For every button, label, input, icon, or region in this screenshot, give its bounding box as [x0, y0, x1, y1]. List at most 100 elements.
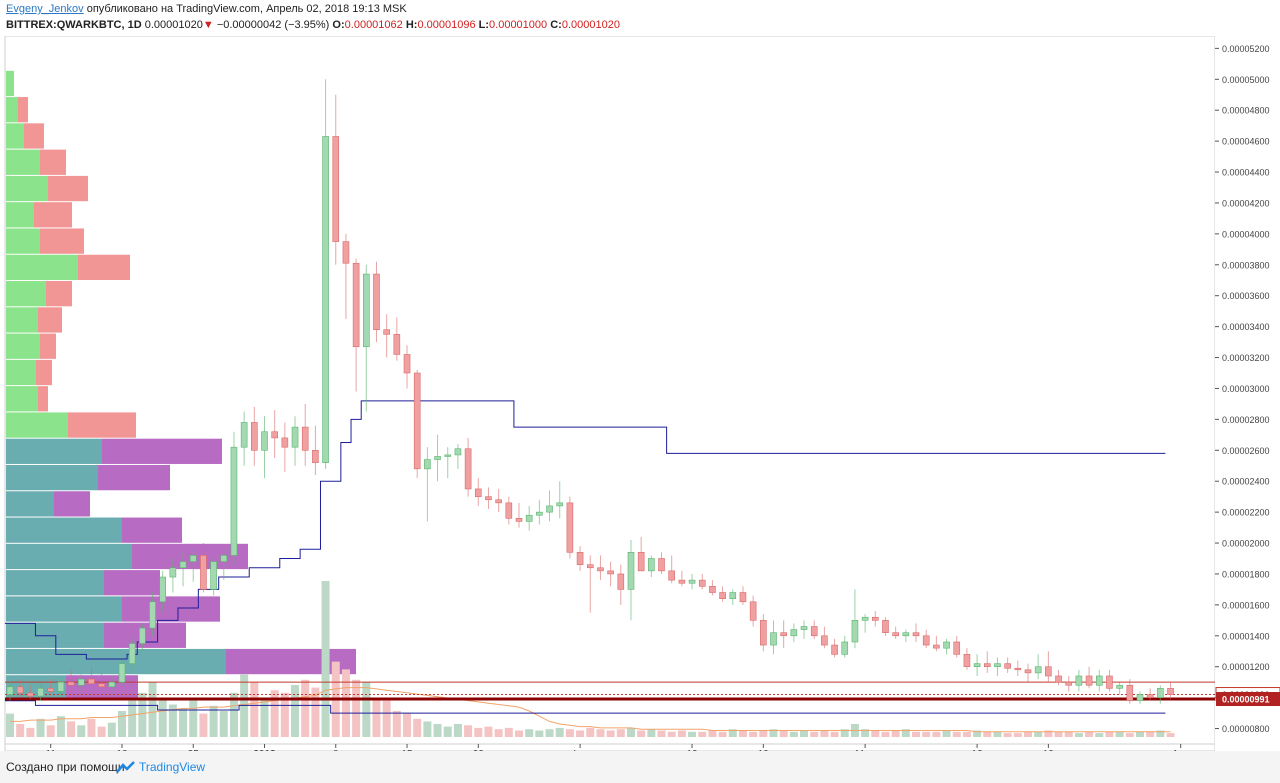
price-axis[interactable] [1215, 36, 1280, 751]
volume-bar [433, 724, 442, 737]
candle-body [770, 632, 777, 646]
candle-body [383, 329, 390, 335]
channel-step-line [4, 400, 1166, 660]
y-tick-label: 0.00003200 [1222, 353, 1270, 363]
candle [922, 629, 930, 649]
volume-bar [311, 687, 320, 737]
x-tick-label: 19 [1043, 749, 1055, 751]
candle-body [739, 592, 747, 603]
volume-bar [616, 729, 625, 737]
candle-body [688, 579, 696, 584]
candle [200, 543, 207, 593]
author-link[interactable]: Evgeny_Jenkov [6, 3, 84, 15]
candle-body [698, 579, 706, 587]
candle [566, 496, 574, 559]
candle [607, 561, 614, 587]
volume-profile-down-bar [102, 438, 222, 464]
candle-body [536, 511, 543, 516]
candle-body [1055, 675, 1062, 683]
volume-bar [912, 731, 921, 737]
candle [434, 434, 441, 482]
candle-body [485, 496, 492, 501]
candle-body [953, 641, 961, 655]
candle [943, 638, 950, 655]
y-tick-label: 0.00000800 [1222, 724, 1270, 734]
candle-body [454, 448, 462, 456]
volume-bar [77, 725, 86, 737]
candle-body [505, 502, 513, 519]
candle [709, 580, 716, 596]
low-label: L: [478, 19, 490, 31]
candle [1065, 675, 1073, 692]
price-chart[interactable]: 0.000008000.000010000.000012000.00001400… [0, 36, 1280, 751]
volume-profile-up-bar [6, 412, 68, 438]
volume-bar [525, 729, 534, 737]
candle [474, 478, 482, 506]
volume-bar [800, 730, 809, 737]
candle [413, 369, 421, 479]
volume-bar [1105, 731, 1114, 737]
candle [810, 620, 818, 639]
tradingview-logo-icon[interactable] [116, 760, 136, 774]
volume-bar [901, 729, 910, 737]
ohlc-legend: BITTREX:QWARKBTC, 1D 0.00001020▼ −0.0000… [6, 19, 620, 31]
volume-bar [1166, 733, 1175, 737]
volume-bar [555, 727, 564, 737]
volume-profile-up-bar [6, 675, 66, 701]
x-tick-label: 22 [473, 749, 485, 751]
tradingview-link[interactable]: TradingView [139, 760, 206, 774]
volume-bar [128, 700, 137, 737]
candle-body [108, 681, 116, 688]
volume-profile-up-bar [6, 570, 104, 596]
volume-bar [1003, 733, 1012, 737]
volume-bar [56, 716, 65, 737]
volume-bar [698, 731, 707, 737]
candle-body [1136, 694, 1144, 702]
candle [27, 685, 34, 700]
candle [597, 555, 604, 581]
candle-body [67, 681, 75, 686]
candle-body [393, 334, 401, 355]
candle-body [841, 641, 849, 655]
y-tick-label: 0.00004200 [1222, 198, 1270, 208]
volume-bar [830, 731, 839, 737]
volume-bar [861, 729, 870, 737]
volume-bar [229, 692, 238, 737]
candle-body [576, 552, 584, 565]
candle-body [1075, 675, 1083, 686]
volume-bar [280, 692, 289, 737]
candle-body [780, 632, 787, 637]
volume-bar [494, 729, 503, 737]
y-tick-label: 0.00005200 [1222, 44, 1270, 54]
volume-bar [87, 718, 96, 737]
candle [373, 261, 380, 343]
candle-body [556, 502, 564, 507]
candle-body [851, 620, 859, 643]
volume-bar [423, 721, 432, 737]
candle [118, 660, 126, 686]
candle [1095, 669, 1103, 692]
candle [1167, 682, 1174, 700]
candle-body [546, 505, 553, 513]
candle [159, 570, 166, 613]
candle-body [871, 616, 879, 621]
volume-bar [270, 690, 279, 737]
y-tick-label: 0.00003600 [1222, 291, 1270, 301]
candle-body [98, 683, 105, 688]
volume-bar [952, 731, 961, 737]
candle-body [230, 446, 238, 556]
candle [739, 586, 747, 605]
y-tick-label: 0.00003400 [1222, 322, 1270, 332]
candle-body [943, 641, 950, 649]
volume-bar [515, 730, 523, 737]
candle-body [525, 514, 533, 522]
y-tick-label: 0.00002400 [1222, 477, 1270, 487]
candle [179, 550, 187, 587]
down-arrow-icon: ▼ [202, 19, 214, 31]
candle [1106, 669, 1113, 692]
volume-bar [942, 730, 951, 737]
candle [882, 617, 889, 636]
symbol-label[interactable]: BITTREX:QWARKBTC, 1D [6, 19, 142, 31]
x-tick-label: 12 [972, 749, 984, 751]
last-price: 0.00001020 [144, 19, 203, 31]
